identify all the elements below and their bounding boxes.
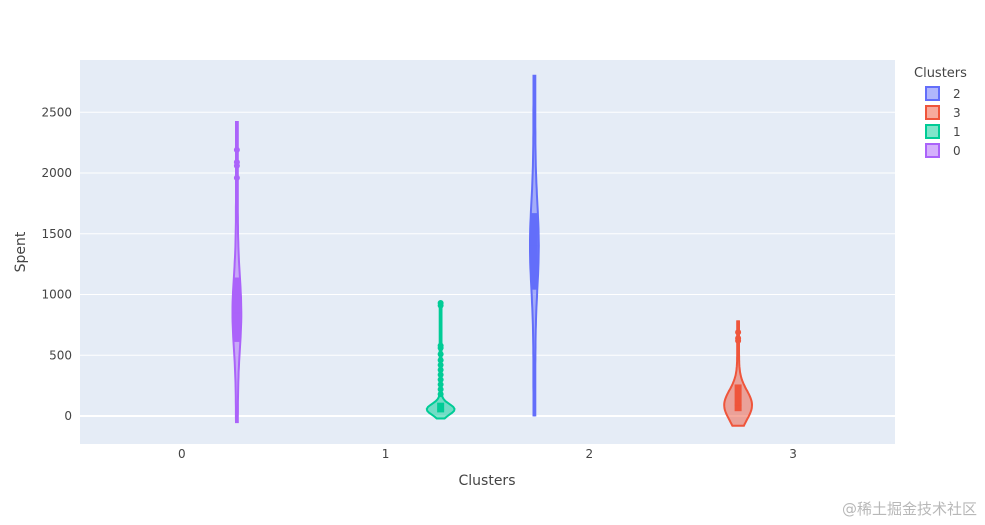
outlier-point — [735, 335, 742, 342]
y-tick-labels: 0 500 1000 1500 2000 2500 — [41, 105, 72, 423]
legend-swatch — [925, 86, 940, 101]
violin-box — [734, 384, 742, 412]
outlier-point — [437, 357, 444, 364]
outlier-point — [437, 371, 444, 378]
y-tick-label: 1500 — [41, 227, 72, 241]
legend-item-3[interactable]: 3 — [925, 105, 961, 120]
outlier-point — [735, 329, 742, 336]
outlier-point — [437, 342, 444, 349]
outlier-point — [233, 174, 240, 181]
violin-cluster-2 — [529, 74, 540, 417]
violin-body — [231, 120, 243, 424]
y-tick-label: 1000 — [41, 288, 72, 302]
plot-background — [80, 60, 895, 444]
legend-label: 0 — [953, 144, 961, 158]
outlier-point — [437, 376, 444, 383]
y-tick-label: 500 — [49, 348, 72, 362]
legend-item-1[interactable]: 1 — [925, 124, 961, 139]
x-tick-label: 2 — [586, 447, 594, 461]
legend-swatch — [925, 105, 940, 120]
violin-box — [233, 277, 241, 342]
outlier-point — [233, 159, 240, 166]
violin-box — [530, 213, 538, 290]
violin-cluster-1 — [425, 300, 456, 420]
outlier-point — [437, 300, 444, 307]
y-tick-label: 2500 — [41, 105, 72, 119]
legend-swatch — [925, 124, 940, 139]
x-tick-label: 1 — [382, 447, 390, 461]
violin-box — [437, 402, 445, 413]
x-axis-title: Clusters — [459, 473, 516, 489]
violin-cluster-3 — [723, 320, 754, 427]
y-tick-label: 2000 — [41, 166, 72, 180]
gridlines — [80, 111, 895, 418]
watermark: @稀土掘金技术社区 — [841, 500, 977, 518]
legend-swatch — [925, 143, 940, 158]
x-tick-label: 3 — [789, 447, 797, 461]
y-tick-label: 0 — [64, 409, 72, 423]
legend: Clusters 2 3 1 0 — [914, 66, 967, 158]
legend-item-0[interactable]: 0 — [925, 143, 961, 158]
legend-label: 3 — [953, 106, 961, 120]
legend-title: Clusters — [914, 66, 967, 81]
outlier-point — [437, 391, 444, 398]
outlier-point — [437, 351, 444, 358]
violin-body — [723, 320, 754, 427]
violin-traces — [231, 74, 754, 427]
outlier-point — [437, 386, 444, 393]
legend-label: 1 — [953, 125, 961, 139]
legend-item-2[interactable]: 2 — [925, 86, 961, 101]
x-tick-labels: 0 1 2 3 — [178, 447, 797, 461]
x-tick-label: 0 — [178, 447, 186, 461]
violin-cluster-0 — [231, 120, 243, 424]
outlier-point — [233, 146, 240, 153]
outlier-point — [437, 366, 444, 373]
outlier-point — [437, 362, 444, 369]
outlier-point — [437, 381, 444, 388]
y-axis-title: Spent — [13, 231, 29, 272]
legend-label: 2 — [953, 87, 961, 101]
